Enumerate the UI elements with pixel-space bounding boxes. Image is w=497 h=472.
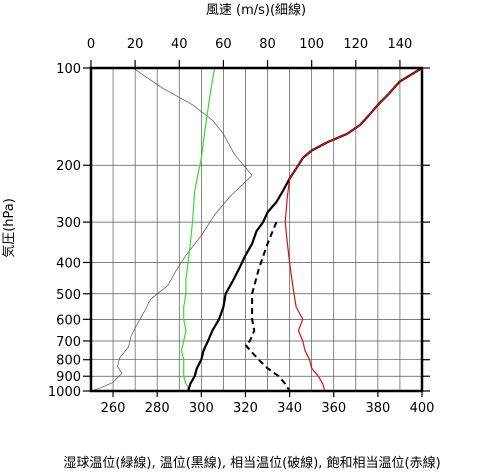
plot-frame [89,66,424,393]
x-top-tick-label: 80 [259,37,276,52]
x-bottom-tick-label: 300 [189,401,214,416]
x-bottom-tick-label: 360 [321,401,346,416]
y-tick-label: 900 [56,370,81,385]
x-top-tick-label: 60 [215,37,232,52]
x-top-tick-label: 100 [299,37,324,52]
y-tick-label: 500 [56,288,81,303]
x-bottom-tick-label: 260 [101,401,126,416]
y-tick-label: 1000 [48,385,81,400]
y-axis-title: 気圧(hPa) [1,198,17,258]
x-bottom-tick-label: 340 [277,401,302,416]
x-top-tick-label: 120 [343,37,368,52]
y-tick-label: 100 [56,62,81,77]
grid-lines [90,67,423,392]
x-axis-bottom-ticks: 260 280 300 320 340 360 380 400 [101,391,435,416]
x-bottom-tick-label: 400 [410,401,435,416]
series-layer [90,67,423,392]
y-tick-label: 800 [56,354,81,369]
x-axis-top-ticks: 0 20 40 60 80 100 120 140 [87,37,412,68]
series-line [284,67,423,392]
series-line [244,221,291,392]
x-top-tick-label: 40 [171,37,188,52]
x-bottom-tick-label: 380 [365,401,390,416]
y-tick-label: 200 [56,159,81,174]
y-tick-label: 700 [56,335,81,350]
x-bottom-tick-label: 280 [145,401,170,416]
y-tick-label: 400 [56,256,81,271]
x-top-tick-label: 0 [87,37,95,52]
x-top-tick-label: 140 [388,37,413,52]
y-tick-label: 600 [56,313,81,328]
top-axis-title: 風速 (m/s)(細線) [206,2,306,18]
x-bottom-tick-label: 320 [233,401,258,416]
series-line [90,67,253,392]
x-top-tick-label: 20 [127,37,144,52]
series-line [180,67,216,392]
bottom-axis-title: 湿球温位(緑線), 温位(黒線), 相当温位(破線), 飽和相当温位(赤線) [63,455,440,471]
y-tick-label: 300 [56,216,81,231]
